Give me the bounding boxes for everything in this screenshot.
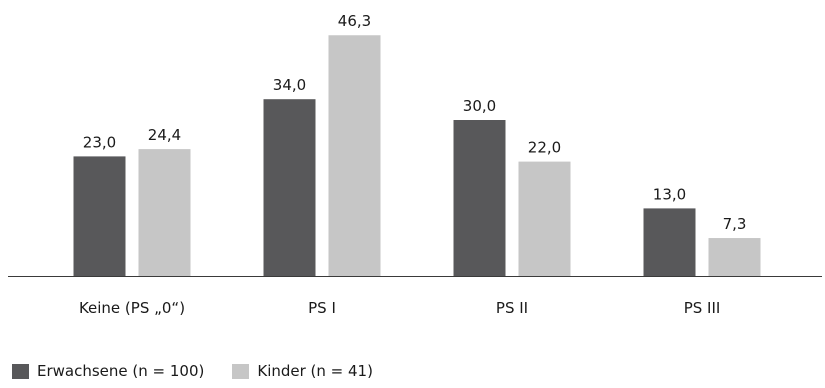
legend-label-erwachsene: Erwachsene (n = 100) — [37, 362, 205, 380]
legend-item-erwachsene: Erwachsene (n = 100) — [12, 362, 204, 380]
data-label-kinder-2: 22,0 — [528, 139, 561, 157]
x-tick-label-1: PS I — [308, 299, 336, 317]
legend-label-kinder: Kinder (n = 41) — [257, 362, 373, 380]
x-tick-label-2: PS II — [496, 299, 528, 317]
data-label-kinder-0: 24,4 — [148, 126, 181, 144]
legend: Erwachsene (n = 100) Kinder (n = 41) — [12, 362, 373, 380]
data-label-erwachsene-2: 30,0 — [463, 97, 496, 115]
bar-erwachsene-1 — [263, 99, 316, 276]
x-tick-label-0: Keine (PS „0“) — [79, 299, 185, 317]
bar-erwachsene-0 — [73, 156, 126, 276]
x-tick-label-3: PS III — [684, 299, 721, 317]
legend-swatch-kinder — [232, 363, 250, 379]
data-label-erwachsene-3: 13,0 — [653, 185, 686, 203]
legend-item-kinder: Kinder (n = 41) — [232, 362, 373, 380]
legend-swatch-erwachsene — [12, 363, 29, 379]
bar-kinder-0 — [138, 149, 191, 276]
bar-kinder-3 — [708, 238, 761, 276]
bar-erwachsene-2 — [453, 120, 506, 276]
data-label-kinder-3: 7,3 — [723, 215, 747, 233]
bar-erwachsene-3 — [643, 208, 696, 276]
data-label-erwachsene-0: 23,0 — [83, 133, 116, 151]
data-label-erwachsene-1: 34,0 — [273, 76, 306, 94]
bar-kinder-1 — [328, 35, 381, 276]
bar-kinder-2 — [518, 161, 571, 276]
data-label-kinder-1: 46,3 — [338, 12, 371, 30]
